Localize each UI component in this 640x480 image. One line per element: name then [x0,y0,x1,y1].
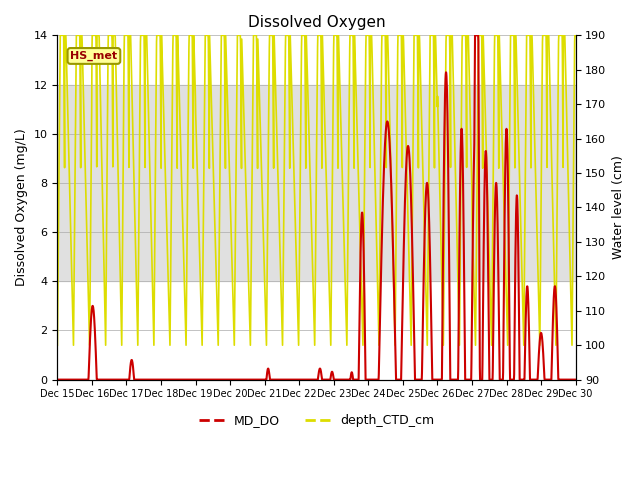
Y-axis label: Water level (cm): Water level (cm) [612,156,625,259]
MD_DO [332,377,339,383]
depth_CTD_cm [467,145,475,151]
depth_CTD_cm [343,334,351,339]
MD_DO [342,377,350,383]
MD_DO [471,33,479,38]
Line: MD_DO: MD_DO [58,36,575,380]
MD_DO [198,377,205,383]
MD_DO [572,377,579,383]
Legend: MD_DO, depth_CTD_cm: MD_DO, depth_CTD_cm [194,409,439,432]
depth_CTD_cm [541,33,548,38]
depth_CTD_cm [198,342,206,348]
Bar [58,84,575,281]
Title: Dissolved Oxygen: Dissolved Oxygen [248,15,385,30]
depth_CTD_cm [572,33,579,38]
depth_CTD_cm [54,342,61,348]
depth_CTD_cm [56,33,64,38]
Text: HS_met: HS_met [70,51,118,61]
Line: depth_CTD_cm: depth_CTD_cm [58,36,575,345]
depth_CTD_cm [526,33,534,38]
MD_DO [541,374,548,380]
Y-axis label: Dissolved Oxygen (mg/L): Dissolved Oxygen (mg/L) [15,129,28,287]
MD_DO [467,377,474,383]
MD_DO [54,377,61,383]
depth_CTD_cm [332,33,339,38]
MD_DO [526,377,534,383]
